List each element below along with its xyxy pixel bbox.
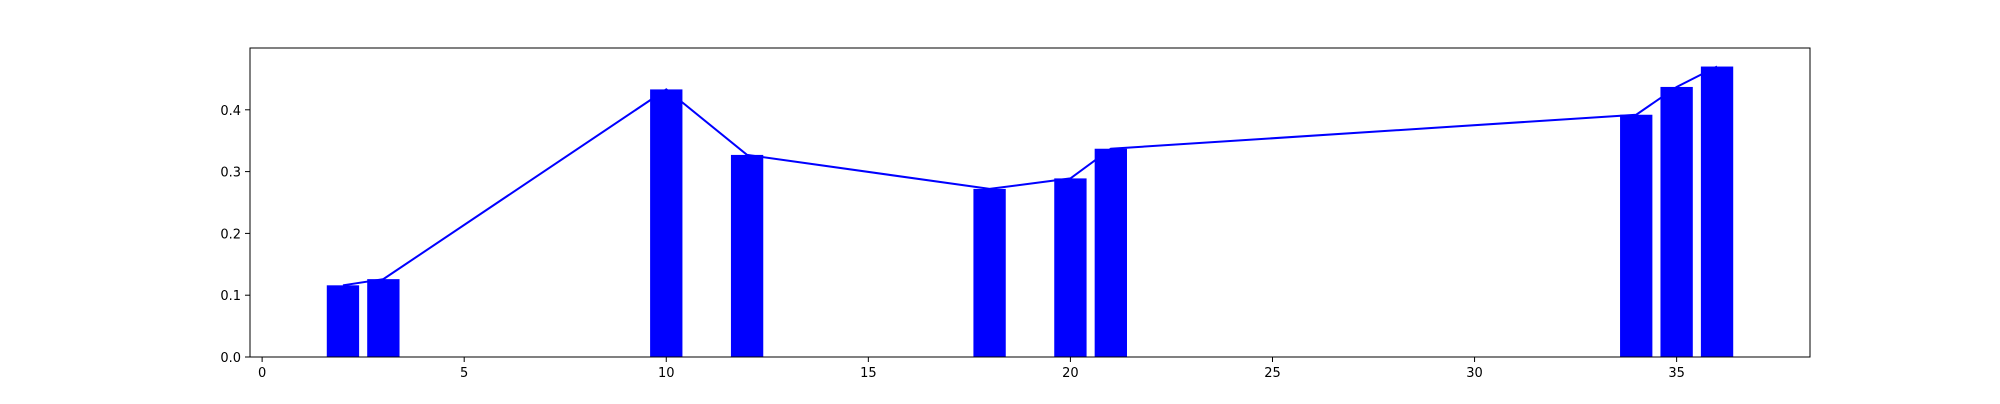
bar-3: [367, 279, 400, 357]
y-tick-label: 0.2: [220, 227, 241, 242]
line-series: [342, 65, 1718, 287]
x-tick-label: 25: [1264, 366, 1281, 381]
bar-21: [1094, 148, 1127, 357]
y-tick-label: 0.0: [220, 351, 241, 366]
bar-20: [1054, 178, 1087, 357]
x-tick-label: 15: [860, 366, 877, 381]
bar-35: [1660, 86, 1693, 358]
bar-36: [1700, 66, 1734, 357]
x-tick-label: 5: [460, 366, 468, 381]
y-tick-label: 0.4: [220, 104, 241, 119]
bar-10: [650, 89, 683, 357]
y-tick-label: 0.3: [220, 166, 241, 181]
bar-2: [326, 285, 360, 357]
x-tick-label: 30: [1466, 366, 1483, 381]
axes-group: 0 5 10 15 20 25 30 35 0.0 0.1 0.2 0.3 0.4: [220, 47, 1811, 381]
bar-12: [730, 154, 764, 357]
x-tick-label: 35: [1668, 366, 1685, 381]
bar-group: [326, 66, 1734, 358]
plot-frame: [249, 47, 1811, 358]
bar-18: [973, 188, 1006, 357]
bar-34: [1620, 114, 1653, 357]
line-series-layer: [342, 65, 1718, 287]
y-tick-label: 0.1: [220, 289, 241, 304]
x-tick-label: 0: [258, 366, 266, 381]
x-tick-label: 10: [658, 366, 675, 381]
x-tick-label: 20: [1062, 366, 1079, 381]
